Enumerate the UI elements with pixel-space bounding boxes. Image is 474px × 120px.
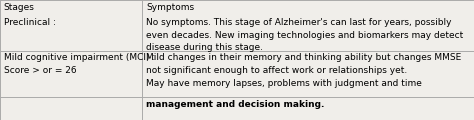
Text: disease during this stage.: disease during this stage. [146, 43, 263, 52]
Text: Preclinical :: Preclinical : [4, 18, 55, 27]
Text: No symptoms. This stage of Alzheimer's can last for years, possibly: No symptoms. This stage of Alzheimer's c… [146, 18, 452, 27]
Text: not significant enough to affect work or relationships yet.: not significant enough to affect work or… [146, 66, 407, 75]
Text: Mild cognitive impairment (MCI) :: Mild cognitive impairment (MCI) : [4, 53, 155, 62]
Text: Mild changes in their memory and thinking ability but changes MMSE: Mild changes in their memory and thinkin… [146, 53, 461, 62]
Text: Symptoms: Symptoms [146, 3, 194, 12]
Text: even decades. New imaging technologies and biomarkers may detect: even decades. New imaging technologies a… [146, 31, 463, 40]
Text: Score > or = 26: Score > or = 26 [4, 66, 76, 75]
Text: Stages: Stages [4, 3, 35, 12]
Text: May have memory lapses, problems with judgment and time: May have memory lapses, problems with ju… [146, 79, 422, 88]
Text: management and decision making.: management and decision making. [146, 100, 324, 109]
